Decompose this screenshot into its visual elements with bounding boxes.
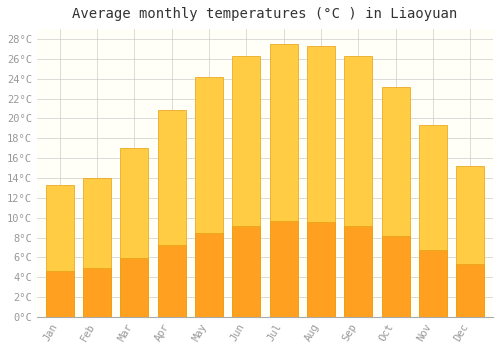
Bar <box>382 87 409 317</box>
Bar <box>158 111 186 317</box>
Title: Average monthly temperatures (°C ) in Liaoyuan: Average monthly temperatures (°C ) in Li… <box>72 7 458 21</box>
Bar <box>344 225 372 317</box>
Bar <box>158 245 186 317</box>
Bar <box>270 44 297 317</box>
Bar <box>307 222 335 317</box>
Bar <box>120 148 148 317</box>
Bar <box>232 225 260 317</box>
Bar <box>83 178 111 317</box>
Bar <box>419 125 447 317</box>
Bar <box>83 268 111 317</box>
Bar <box>456 264 484 317</box>
Bar <box>344 56 372 317</box>
Bar <box>46 271 74 317</box>
Bar <box>382 236 409 317</box>
Bar <box>419 250 447 317</box>
Bar <box>46 185 74 317</box>
Bar <box>456 166 484 317</box>
Bar <box>232 56 260 317</box>
Bar <box>270 222 297 317</box>
Bar <box>120 258 148 317</box>
Bar <box>195 233 223 317</box>
Bar <box>307 46 335 317</box>
Bar <box>195 77 223 317</box>
